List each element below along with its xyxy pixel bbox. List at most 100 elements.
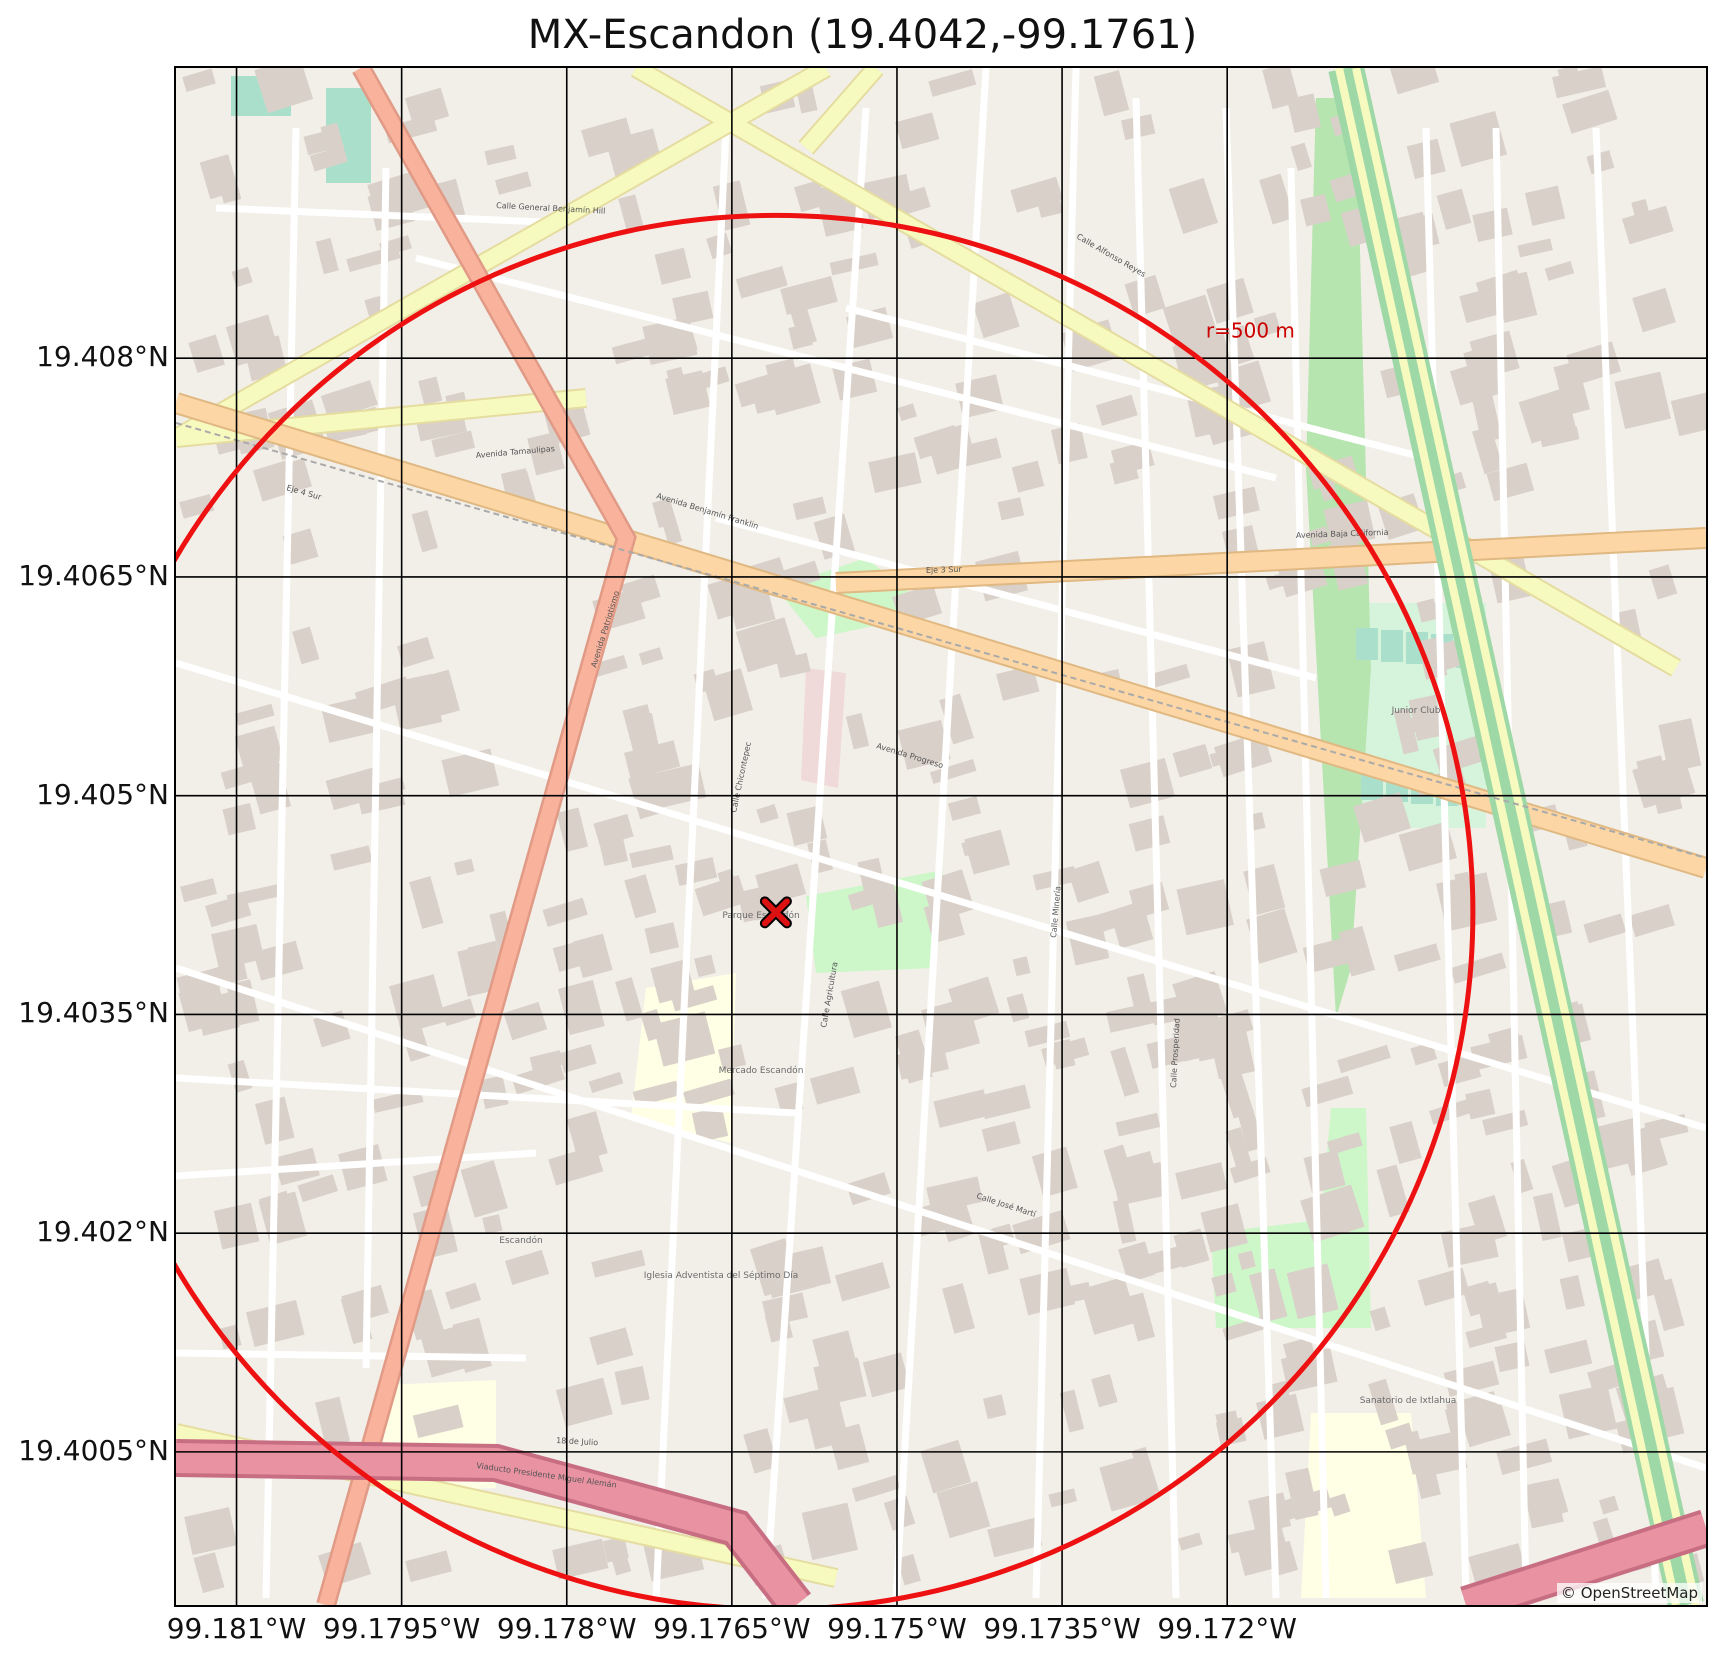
lat-tick-label: 19.405°N <box>36 777 169 811</box>
building <box>1011 460 1045 493</box>
building <box>1467 1194 1508 1245</box>
building <box>211 923 265 970</box>
lat-tick-label: 19.4035°N <box>18 996 169 1030</box>
building <box>1599 1495 1619 1515</box>
building <box>397 636 435 668</box>
building <box>1300 193 1332 227</box>
building <box>182 68 216 93</box>
building <box>1432 733 1492 775</box>
building <box>1173 1228 1210 1268</box>
street-label: Calle José Martí <box>975 1190 1038 1219</box>
map-panel[interactable]: Avenida Benjamín Franklin Avenida Baja Ca… <box>174 66 1708 1607</box>
building <box>941 999 977 1025</box>
building <box>1670 392 1706 437</box>
map-title: MX-Escandon (19.4042,-99.1761) <box>527 12 1198 58</box>
building <box>896 1044 949 1080</box>
lon-tick-label: 99.175°W <box>827 1612 967 1645</box>
building <box>1376 1164 1410 1218</box>
building <box>629 844 674 869</box>
place-label-layer: Parque Escandón Junior Club Mercado Escand… <box>499 706 1456 1406</box>
building <box>1120 757 1175 809</box>
building <box>1631 199 1653 230</box>
graticule <box>176 68 1706 1605</box>
building <box>1067 860 1110 903</box>
building <box>505 1249 550 1286</box>
building <box>1109 457 1139 485</box>
building <box>895 112 940 150</box>
building <box>1200 1203 1248 1253</box>
building <box>1412 1457 1441 1499</box>
building <box>1237 1250 1256 1270</box>
building <box>1368 1378 1399 1426</box>
building <box>794 179 827 213</box>
building <box>834 1262 891 1302</box>
place-label: Escandón <box>499 1235 542 1246</box>
building <box>1034 184 1064 218</box>
building <box>656 499 683 546</box>
building <box>862 1352 911 1398</box>
building <box>1190 365 1208 383</box>
building <box>1172 743 1213 778</box>
building <box>184 1507 238 1555</box>
building <box>440 998 477 1027</box>
park-area <box>806 870 943 973</box>
building <box>234 725 284 771</box>
building <box>1115 1150 1160 1194</box>
building <box>981 1121 1021 1152</box>
building <box>851 1474 901 1502</box>
building <box>1093 70 1130 117</box>
building <box>1544 260 1575 281</box>
building <box>1285 1467 1319 1521</box>
building <box>1287 93 1322 133</box>
building <box>454 858 475 876</box>
building <box>1632 287 1676 333</box>
building <box>556 807 589 852</box>
building <box>1081 1276 1138 1335</box>
building <box>809 1066 861 1105</box>
center-marker-icon[interactable] <box>759 896 792 929</box>
building <box>602 1536 629 1563</box>
building <box>389 974 447 1034</box>
building <box>620 574 661 608</box>
building <box>694 954 716 978</box>
building <box>1012 956 1031 977</box>
building <box>1112 1198 1137 1244</box>
lon-tick-label: 99.178°W <box>496 1612 637 1645</box>
building <box>801 1502 858 1561</box>
building <box>1259 173 1295 225</box>
place-label: Sanatorio de Ixtlahua <box>1360 1396 1457 1406</box>
building <box>868 452 922 494</box>
building <box>315 1396 351 1447</box>
building <box>1517 238 1553 258</box>
building <box>694 874 748 917</box>
building <box>1093 1376 1114 1394</box>
building <box>1126 973 1155 1024</box>
building <box>735 266 788 299</box>
osm-attribution[interactable]: © OpenStreetMap <box>1556 1583 1702 1603</box>
building <box>1225 1127 1253 1172</box>
building <box>1176 879 1234 936</box>
building <box>1095 394 1138 426</box>
building <box>638 647 664 666</box>
building <box>1059 1389 1085 1433</box>
building <box>1168 177 1219 235</box>
building <box>235 703 275 726</box>
building <box>495 171 532 195</box>
building <box>1651 1278 1685 1332</box>
building <box>1094 903 1139 933</box>
building <box>231 266 253 288</box>
building <box>1389 68 1440 95</box>
building <box>920 1439 972 1494</box>
building <box>933 1089 990 1128</box>
building <box>1472 207 1513 243</box>
building <box>511 1061 566 1095</box>
building <box>1337 1044 1391 1074</box>
building <box>1614 371 1671 430</box>
building <box>1486 462 1535 502</box>
building <box>246 1299 305 1348</box>
building <box>614 1365 650 1406</box>
building <box>460 1160 508 1218</box>
building <box>812 1330 861 1387</box>
building <box>1326 1132 1363 1156</box>
